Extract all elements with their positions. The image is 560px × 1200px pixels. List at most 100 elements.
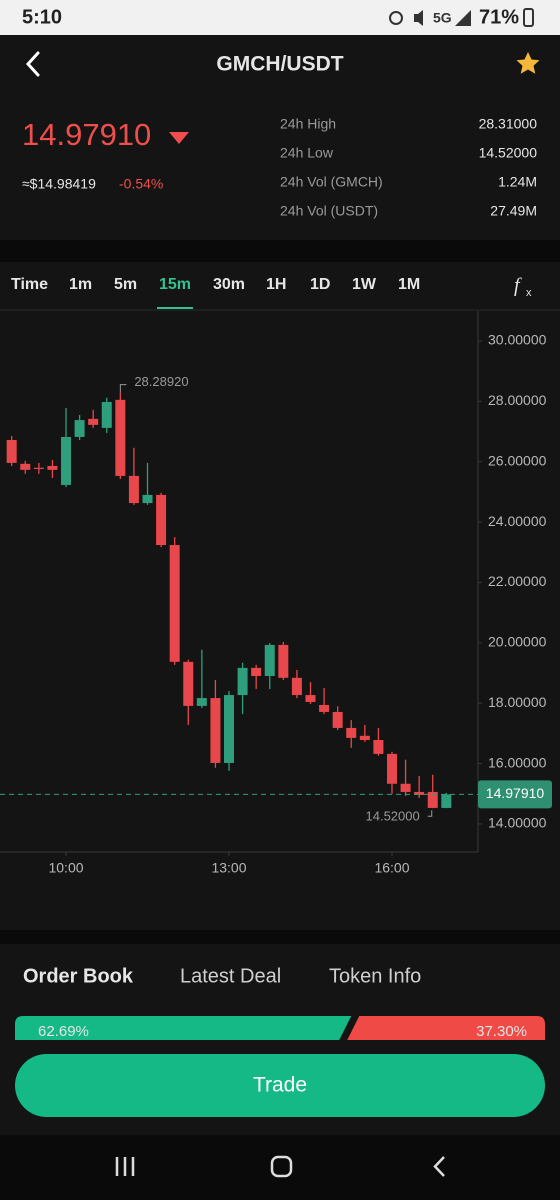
candle-body — [278, 644, 289, 678]
price-change: -0.54% — [119, 176, 163, 192]
y-tick-label: 22.00000 — [488, 573, 547, 589]
sell-ratio-bar — [347, 1016, 545, 1040]
candle-body — [237, 667, 248, 696]
candle-body — [251, 667, 262, 677]
candle-body — [414, 791, 425, 795]
timeframe-tab[interactable]: 15m — [159, 276, 191, 293]
nav-back[interactable] — [433, 1156, 445, 1177]
stats: 24h High 28.31000 24h Low 14.52000 24h Vol (… — [280, 116, 537, 219]
stat-label: 24h Low — [280, 145, 334, 161]
y-tick-label: 16.00000 — [488, 754, 547, 770]
y-tick-label: 26.00000 — [488, 452, 547, 468]
min-marker — [427, 810, 433, 817]
candle-body — [33, 467, 44, 469]
favorite-star[interactable] — [516, 52, 540, 74]
candle-body — [74, 420, 85, 437]
timeframe-tab[interactable]: 1H — [266, 276, 286, 293]
y-tick-label: 14.00000 — [488, 815, 547, 831]
stat-label: 24h Vol (USDT) — [280, 203, 378, 219]
alarm-icon — [389, 11, 403, 25]
candle-body — [196, 698, 207, 706]
candle-body — [346, 727, 357, 738]
timeframe-tab[interactable]: 1m — [69, 276, 92, 293]
trade-button-label: Trade — [253, 1074, 307, 1097]
stat-value: 28.31000 — [479, 116, 538, 132]
header-bg — [0, 35, 560, 240]
candlestick-chart: 30.00000 28.00000 26.00000 24.00000 22.00000… — [0, 332, 552, 876]
sell-ratio-label: 37.30% — [476, 1023, 527, 1040]
x-tick-label: 13:00 — [211, 860, 246, 876]
candle-body — [224, 695, 235, 763]
candle-body — [128, 475, 139, 504]
timeframe-tabs: Time 1m 5m 15m 30m 1H 1D 1W 1M — [11, 276, 420, 309]
candle-body — [305, 695, 316, 702]
max-marker — [119, 384, 127, 393]
timeframe-tab[interactable]: 1W — [352, 276, 377, 293]
candle-body — [210, 698, 221, 763]
candle-body — [332, 711, 343, 728]
candle-body — [427, 791, 438, 808]
last-price: 14.97910 — [22, 117, 151, 152]
down-arrow — [169, 132, 189, 144]
y-tick-label: 30.00000 — [488, 332, 547, 348]
timeframe-tab[interactable]: 1M — [398, 276, 420, 293]
timeframe-tab[interactable]: Time — [11, 276, 48, 293]
candle-body — [47, 465, 58, 470]
ratio-bar: 62.69% 37.30% — [15, 1016, 545, 1040]
indicator-sub: x — [526, 287, 532, 299]
candle-body — [61, 436, 72, 485]
candle-body — [101, 401, 112, 428]
chart-panel — [0, 262, 560, 930]
bottom-tab[interactable]: Order Book — [23, 965, 134, 987]
candle-body — [6, 439, 17, 463]
candle-body — [183, 661, 194, 706]
bottom-tab[interactable]: Token Info — [329, 965, 421, 987]
mute-icon — [414, 10, 423, 26]
candle-body — [319, 705, 330, 712]
buy-ratio-bar — [15, 1016, 352, 1040]
nav-home[interactable] — [270, 1155, 293, 1178]
candle-body — [156, 494, 167, 546]
candle-body — [291, 677, 302, 696]
candle-body — [264, 644, 275, 677]
candle-body — [115, 399, 126, 476]
max-marker-label: 28.28920 — [134, 374, 188, 389]
status-bar — [0, 0, 560, 35]
timeframe-tab[interactable]: 30m — [213, 276, 245, 293]
candle-body — [142, 494, 153, 504]
stat-value: 1.24M — [498, 174, 537, 190]
min-marker-label: 14.52000 — [366, 809, 420, 824]
y-tick-label: 24.00000 — [488, 513, 547, 529]
candle-body — [359, 735, 370, 741]
nav-bar — [0, 1135, 560, 1200]
timeframe-tab[interactable]: 5m — [114, 276, 137, 293]
status-time: 5:10 — [22, 6, 62, 28]
last-price-tag — [478, 780, 552, 809]
pair-title: GMCH/USDT — [216, 53, 343, 76]
back-button[interactable] — [25, 51, 40, 77]
bottom-tab[interactable]: Latest Deal — [180, 965, 281, 987]
active-tab-underline — [157, 307, 194, 309]
y-tick-label: 20.00000 — [488, 634, 547, 650]
signal-icon — [455, 10, 471, 26]
status-network: 5G — [433, 10, 452, 26]
candle-body — [386, 753, 397, 784]
stat-label: 24h Vol (GMCH) — [280, 174, 383, 190]
indicator-button[interactable]: f — [514, 275, 522, 297]
y-tick-label: 18.00000 — [488, 694, 547, 710]
status-battery: 71% — [479, 6, 519, 28]
battery-icon — [523, 8, 534, 27]
nav-recents[interactable] — [115, 1157, 135, 1176]
candle-body — [373, 740, 384, 754]
stat-label: 24h High — [280, 116, 336, 132]
candle-body — [400, 783, 411, 792]
last-price-tag-label: 14.97910 — [486, 785, 545, 801]
fiat-price: ≈$14.98419 — [22, 176, 96, 192]
timeframe-tab[interactable]: 1D — [310, 276, 330, 293]
buy-ratio-label: 62.69% — [38, 1023, 89, 1040]
separator — [0, 930, 560, 944]
stat-value: 14.52000 — [479, 145, 538, 161]
trade-button[interactable] — [15, 1054, 545, 1117]
